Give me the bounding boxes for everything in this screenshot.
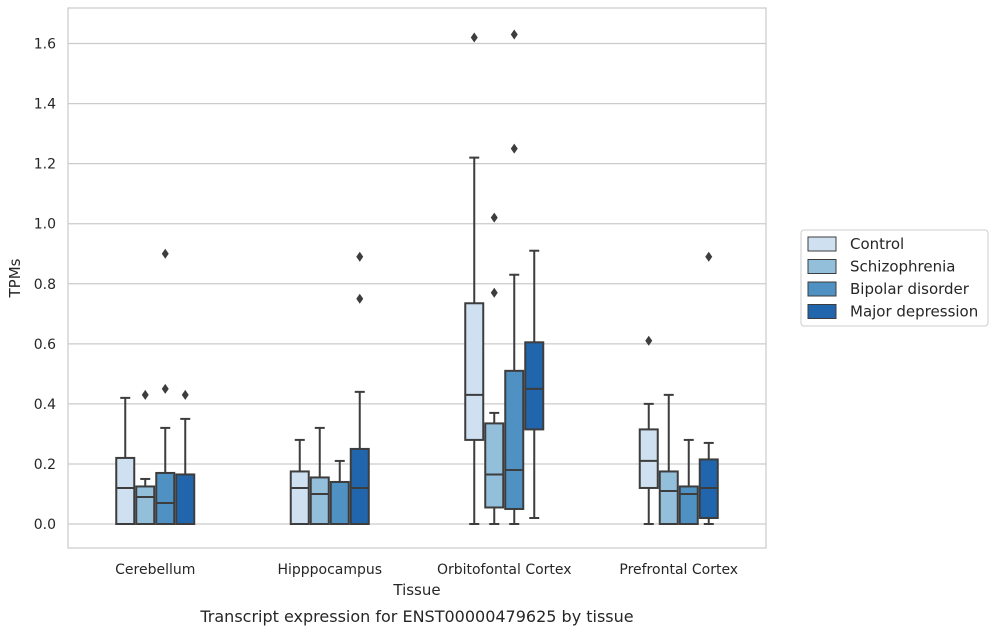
legend-label: Control — [850, 235, 904, 253]
box-2-2 — [504, 29, 525, 525]
box-body — [464, 302, 485, 441]
plot-frame — [67, 7, 767, 549]
box-3-3 — [698, 251, 719, 525]
box-1-3 — [349, 251, 370, 525]
box-1-0 — [289, 438, 310, 525]
x-axis-label: Tissue — [392, 581, 440, 599]
legend: Control Schizophrenia Bipolar disorder Majo… — [800, 229, 989, 327]
x-tick-label: Orbitofontal Cortex — [437, 562, 572, 578]
outlier-point — [356, 251, 364, 262]
y-tick-label: 0.2 — [34, 457, 56, 473]
outlier-point — [490, 287, 498, 298]
y-tick-label: 0.4 — [34, 397, 56, 413]
outlier-point — [470, 32, 478, 43]
legend-label: Schizophrenia — [850, 258, 955, 276]
outlier-point — [141, 389, 149, 400]
box-body — [175, 473, 196, 525]
x-tick-label: Prefrontal Cortex — [619, 562, 738, 578]
box-3-2 — [678, 438, 699, 525]
legend-swatch — [807, 236, 837, 252]
x-tick-label: Hipppocampus — [277, 562, 382, 578]
box-body — [329, 480, 350, 525]
box-groups — [115, 29, 719, 526]
x-axis-ticks: Cerebellum Hipppocampus Orbitofontal Corte… — [115, 562, 738, 578]
legend-label: Bipolar disorder — [850, 280, 970, 298]
x-tick-label: Cerebellum — [115, 562, 195, 578]
y-axis-ticks: 0.0 0.2 0.4 0.6 0.8 1.0 1.2 1.4 1.6 — [34, 37, 56, 534]
box-2-0 — [464, 32, 485, 525]
outlier-point — [356, 293, 364, 304]
box-0-3 — [175, 389, 196, 525]
box-1-1 — [309, 426, 330, 526]
legend-frame — [800, 229, 989, 327]
box-1-2 — [329, 459, 350, 525]
box-0-2 — [155, 248, 176, 525]
box-body — [504, 369, 525, 510]
y-tick-label: 1.2 — [34, 157, 56, 173]
chart-caption: Transcript expression for ENST0000047962… — [199, 607, 633, 626]
outlier-point — [510, 29, 518, 40]
box-3-1 — [658, 393, 679, 525]
legend-swatch — [807, 281, 837, 297]
outlier-point — [161, 383, 169, 394]
box-body — [289, 470, 310, 525]
box-0-1 — [135, 389, 156, 525]
outlier-point — [161, 248, 169, 259]
box-2-1 — [484, 212, 505, 525]
box-body — [678, 485, 699, 525]
y-tick-label: 0.6 — [34, 337, 56, 353]
box-body — [638, 428, 659, 489]
outlier-point — [645, 335, 653, 346]
box-body — [349, 447, 370, 525]
box-3-0 — [638, 335, 659, 525]
y-tick-label: 1.0 — [34, 217, 56, 233]
outlier-point — [181, 389, 189, 400]
legend-swatch — [807, 259, 837, 274]
outlier-point — [510, 143, 518, 154]
box-body — [309, 476, 330, 526]
box-body — [484, 422, 505, 509]
legend-label: Major depression — [850, 303, 978, 321]
box-body — [658, 470, 679, 525]
grid — [68, 42, 766, 525]
y-axis-label: TPMs — [6, 258, 24, 298]
box-body — [524, 341, 545, 431]
box-2-3 — [524, 249, 545, 519]
y-tick-label: 1.4 — [34, 97, 56, 113]
box-body — [135, 485, 156, 525]
outlier-point — [490, 212, 498, 223]
outlier-point — [705, 251, 713, 262]
box-body — [115, 456, 136, 525]
y-tick-label: 0.8 — [34, 277, 56, 293]
box-0-0 — [115, 396, 136, 525]
y-tick-label: 1.6 — [34, 37, 56, 53]
legend-swatch — [807, 304, 837, 319]
box-body — [155, 471, 176, 525]
y-tick-label: 0.0 — [34, 517, 56, 533]
